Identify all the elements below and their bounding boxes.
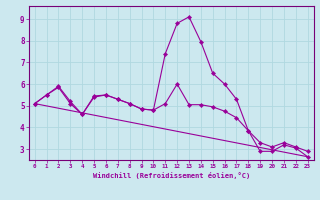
X-axis label: Windchill (Refroidissement éolien,°C): Windchill (Refroidissement éolien,°C) — [92, 172, 250, 179]
